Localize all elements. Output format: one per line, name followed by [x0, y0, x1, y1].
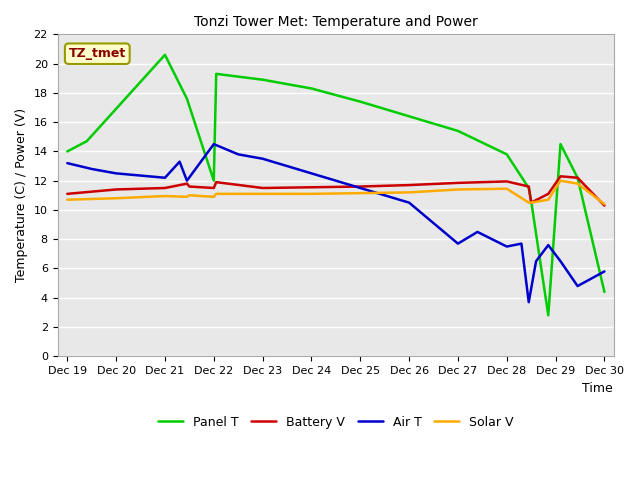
Solar V	[112, 195, 120, 201]
Solar V	[557, 178, 564, 183]
Battery V	[405, 182, 413, 188]
Battery V	[356, 184, 364, 190]
Battery V	[186, 184, 193, 190]
Air T	[557, 258, 564, 264]
Battery V	[308, 184, 316, 190]
Panel T	[308, 85, 316, 91]
Air T	[545, 242, 552, 248]
Air T	[600, 268, 608, 274]
Panel T	[557, 141, 564, 147]
Panel T	[600, 289, 608, 295]
Battery V	[259, 185, 266, 191]
Solar V	[186, 192, 193, 198]
Air T	[525, 299, 532, 305]
Battery V	[212, 179, 220, 185]
Panel T	[183, 96, 191, 102]
Air T	[308, 170, 316, 176]
Air T	[454, 241, 462, 247]
Line: Battery V: Battery V	[67, 176, 604, 205]
Solar V	[573, 181, 581, 187]
Title: Tonzi Tower Met: Temperature and Power: Tonzi Tower Met: Temperature and Power	[194, 15, 477, 29]
Battery V	[112, 187, 120, 192]
Air T	[503, 244, 511, 250]
Battery V	[161, 185, 169, 191]
Battery V	[557, 173, 564, 179]
Panel T	[63, 148, 71, 154]
Panel T	[210, 178, 218, 183]
Solar V	[356, 190, 364, 196]
Y-axis label: Temperature (C) / Power (V): Temperature (C) / Power (V)	[15, 108, 28, 282]
Panel T	[405, 113, 413, 119]
Text: TZ_tmet: TZ_tmet	[68, 47, 126, 60]
Legend: Panel T, Battery V, Air T, Solar V: Panel T, Battery V, Air T, Solar V	[153, 411, 518, 434]
Solar V	[600, 201, 608, 207]
Panel T	[573, 175, 581, 180]
Solar V	[212, 191, 220, 197]
Air T	[88, 166, 95, 172]
Air T	[518, 241, 525, 247]
Air T	[63, 160, 71, 166]
X-axis label: Time: Time	[582, 382, 613, 395]
Battery V	[503, 179, 511, 184]
Air T	[112, 170, 120, 176]
Panel T	[83, 138, 91, 144]
Panel T	[503, 152, 511, 157]
Air T	[259, 156, 266, 162]
Solar V	[210, 194, 218, 200]
Line: Solar V: Solar V	[67, 180, 604, 204]
Panel T	[161, 52, 169, 58]
Solar V	[503, 186, 511, 192]
Panel T	[454, 128, 462, 134]
Battery V	[573, 175, 581, 180]
Air T	[183, 178, 191, 183]
Solar V	[525, 200, 532, 205]
Air T	[532, 258, 540, 264]
Solar V	[405, 190, 413, 195]
Battery V	[454, 180, 462, 186]
Solar V	[183, 194, 191, 200]
Air T	[176, 159, 184, 165]
Solar V	[308, 191, 316, 197]
Line: Air T: Air T	[67, 144, 604, 302]
Air T	[405, 200, 413, 205]
Air T	[210, 141, 218, 147]
Solar V	[259, 191, 266, 197]
Battery V	[525, 184, 532, 190]
Battery V	[527, 200, 535, 205]
Solar V	[161, 193, 169, 199]
Solar V	[454, 187, 462, 192]
Solar V	[527, 200, 535, 205]
Solar V	[545, 197, 552, 203]
Air T	[356, 185, 364, 191]
Panel T	[545, 312, 552, 318]
Air T	[573, 283, 581, 289]
Panel T	[259, 77, 266, 83]
Line: Panel T: Panel T	[67, 55, 604, 315]
Solar V	[63, 197, 71, 203]
Battery V	[183, 181, 191, 187]
Battery V	[210, 185, 218, 191]
Air T	[234, 152, 242, 157]
Air T	[474, 229, 481, 235]
Panel T	[212, 71, 220, 77]
Panel T	[525, 185, 532, 191]
Battery V	[63, 191, 71, 197]
Battery V	[600, 203, 608, 208]
Panel T	[527, 198, 535, 204]
Air T	[161, 175, 169, 180]
Panel T	[356, 99, 364, 105]
Battery V	[545, 191, 552, 197]
